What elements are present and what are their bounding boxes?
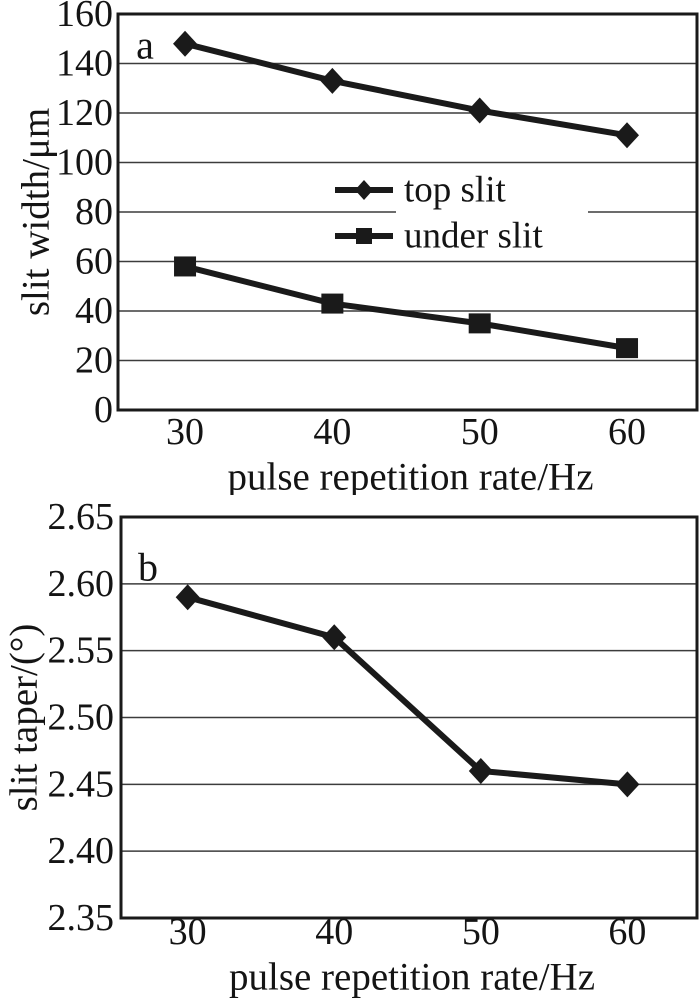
square-marker bbox=[321, 293, 344, 314]
legend-label: top slit bbox=[404, 170, 506, 211]
chart-panel-a: 0 20 40 60 80 100 120 140 160 30 40 50 60 pulse repet… bbox=[15, 0, 699, 496]
gridlines bbox=[118, 62, 697, 362]
y-tick-label: 2.40 bbox=[48, 830, 115, 872]
y-tick-label: 160 bbox=[56, 0, 113, 35]
y-tick-label: 2.65 bbox=[48, 496, 115, 538]
y-tick-label: 60 bbox=[75, 241, 113, 283]
y-axis-title: slit width/μm bbox=[15, 108, 58, 316]
diamond-marker bbox=[615, 771, 640, 798]
y-tick-label: 80 bbox=[75, 191, 113, 233]
x-tick-label: 50 bbox=[462, 911, 500, 953]
diamond-marker bbox=[468, 757, 493, 784]
diamond-marker bbox=[615, 122, 640, 149]
series-line-slit-taper bbox=[186, 594, 628, 788]
x-tick-label: 40 bbox=[313, 411, 351, 453]
plot-border bbox=[116, 12, 699, 412]
series-line-top-slit bbox=[184, 40, 628, 139]
series-line-under-slit bbox=[184, 263, 628, 352]
x-tick-label: 60 bbox=[608, 911, 646, 953]
gridlines bbox=[121, 583, 697, 852]
chart-panel-b: 2.35 2.40 2.45 2.50 2.55 2.60 2.65 30 40 50 60 puls… bbox=[3, 496, 699, 999]
series-top-slit bbox=[173, 30, 640, 149]
legend: top slit under slit bbox=[335, 166, 588, 260]
y-tick-label: 2.45 bbox=[48, 763, 115, 805]
square-marker bbox=[356, 228, 372, 244]
x-axis-title: pulse repetition rate/Hz bbox=[229, 956, 595, 999]
diamond-marker bbox=[322, 624, 347, 651]
diamond-marker bbox=[320, 67, 345, 94]
y-tick-label: 120 bbox=[56, 92, 113, 134]
y-tick-label: 2.55 bbox=[48, 630, 115, 672]
series-under-slit bbox=[174, 256, 639, 359]
x-tick-label: 40 bbox=[315, 911, 353, 953]
x-tick-label: 50 bbox=[461, 411, 499, 453]
square-marker bbox=[616, 338, 639, 359]
series-slit-taper bbox=[175, 584, 640, 798]
x-tick-label: 30 bbox=[169, 911, 207, 953]
panel-label: a bbox=[136, 23, 154, 68]
y-tick-label: 2.35 bbox=[48, 897, 115, 939]
legend-label: under slit bbox=[404, 216, 543, 257]
y-tick-label: 20 bbox=[75, 340, 113, 382]
diamond-marker bbox=[173, 30, 198, 57]
plot-border bbox=[119, 515, 699, 920]
diamond-marker bbox=[175, 584, 200, 611]
y-tick-label: 2.50 bbox=[48, 697, 115, 739]
legend-entry-top-slit: top slit bbox=[335, 170, 506, 211]
x-tick-label: 60 bbox=[608, 411, 646, 453]
y-axis-title: slit taper/(°) bbox=[3, 624, 46, 812]
y-tick-label: 0 bbox=[94, 389, 113, 431]
y-axis-ticks: 2.35 2.40 2.45 2.50 2.55 2.60 2.65 bbox=[48, 496, 115, 939]
y-tick-label: 40 bbox=[75, 290, 113, 332]
y-tick-label: 2.60 bbox=[48, 563, 115, 605]
x-axis-title: pulse repetition rate/Hz bbox=[227, 456, 593, 496]
x-axis-ticks: 30 40 50 60 bbox=[169, 911, 647, 953]
y-tick-label: 140 bbox=[56, 43, 113, 85]
diamond-marker bbox=[355, 180, 373, 200]
panel-label: b bbox=[138, 545, 158, 590]
square-marker bbox=[468, 313, 491, 334]
y-axis-ticks: 0 20 40 60 80 100 120 140 160 bbox=[56, 0, 113, 431]
x-tick-label: 30 bbox=[166, 411, 204, 453]
x-axis-ticks: 30 40 50 60 bbox=[166, 411, 646, 453]
diamond-marker bbox=[467, 97, 492, 124]
legend-background bbox=[396, 166, 588, 260]
y-tick-label: 100 bbox=[56, 142, 113, 184]
legend-entry-under-slit: under slit bbox=[335, 216, 543, 257]
square-marker bbox=[174, 256, 197, 277]
